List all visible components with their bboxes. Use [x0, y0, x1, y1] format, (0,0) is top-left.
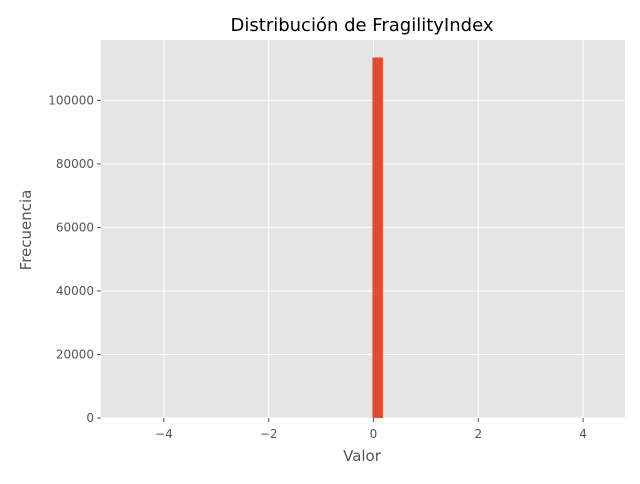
- x-tick-label: 0: [370, 427, 378, 441]
- y-tick-label: 40000: [56, 284, 94, 298]
- y-tick-label: 0: [86, 411, 94, 425]
- histogram-bar: [372, 57, 383, 419]
- y-tick-label: 20000: [56, 347, 94, 361]
- y-axis-ticks: 0 20000 40000 60000 80000 100000: [48, 93, 101, 425]
- x-tick-label: 4: [579, 427, 587, 441]
- y-tick-label: 100000: [48, 93, 94, 107]
- histogram-bars: [372, 57, 383, 419]
- x-tick-label: −4: [155, 427, 173, 441]
- chart-title: Distribución de FragilityIndex: [231, 15, 494, 36]
- y-tick-label: 80000: [56, 157, 94, 171]
- y-axis-label: Frecuencia: [17, 190, 35, 271]
- x-tick-label: −2: [260, 427, 278, 441]
- x-tick-label: 2: [474, 427, 482, 441]
- x-axis-ticks: −4 −2 0 2 4: [155, 418, 587, 441]
- plot-area: [101, 40, 625, 418]
- y-tick-label: 60000: [56, 220, 94, 234]
- x-axis-label: Valor: [343, 447, 382, 465]
